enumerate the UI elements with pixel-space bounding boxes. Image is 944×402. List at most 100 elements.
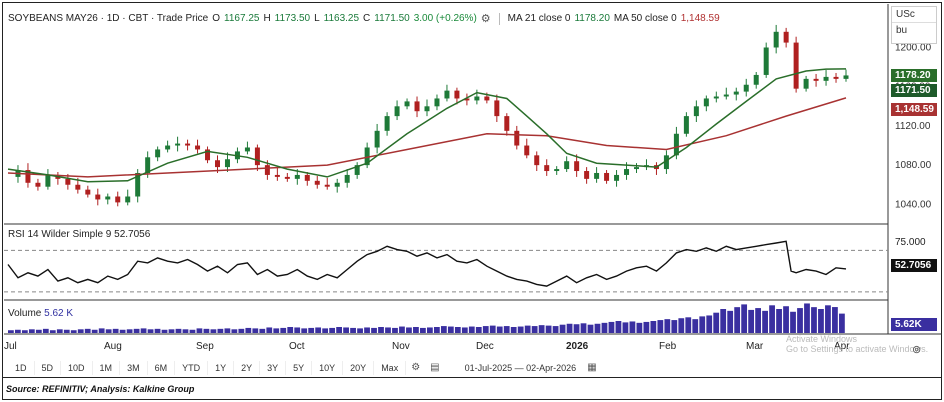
volume-bar (615, 321, 622, 333)
range-1y[interactable]: 1Y (208, 360, 235, 375)
ma21-label: MA 21 close 0 (507, 13, 571, 24)
volume-bar (559, 324, 566, 333)
volume-bar (392, 327, 398, 333)
volume-bar (294, 327, 301, 333)
volume-label-text: Volume (8, 308, 42, 319)
open-label: O (212, 13, 221, 24)
volume-bar (112, 328, 119, 333)
candle-body (743, 84, 749, 92)
calendar-icon[interactable]: ▦ (587, 362, 597, 373)
volume-bar (475, 327, 482, 333)
range-2y[interactable]: 2Y (234, 360, 261, 375)
candle-body (125, 196, 131, 203)
candle-body (414, 101, 420, 112)
candle-body (364, 147, 370, 166)
candle-body (763, 47, 769, 75)
volume-bar (182, 329, 189, 333)
unit-primary[interactable]: USc (892, 7, 936, 23)
volume-bar (769, 305, 775, 333)
watermark-line1: Activate Windows (786, 334, 858, 344)
volume-bar (531, 326, 538, 333)
volume-bar (685, 317, 692, 333)
volume-bar (63, 329, 70, 333)
volume-bar (217, 328, 224, 333)
candle-body (175, 143, 181, 146)
candle-body (434, 98, 440, 107)
range-5y[interactable]: 5Y (286, 360, 313, 375)
volume-bar (133, 328, 140, 333)
date-range[interactable]: 01-Jul-2025 — 02-Apr-2026 (464, 362, 577, 373)
save-icon[interactable]: ▤ (430, 362, 440, 373)
volume-bar (371, 327, 377, 333)
watermark-line2: Go to Settings to activate Windows. (786, 344, 929, 354)
range-10d[interactable]: 10D (61, 360, 93, 375)
candle-body (95, 194, 101, 200)
volume-bar (196, 328, 203, 333)
y-tick-label: 1120.00 (895, 121, 931, 132)
candle-body (713, 96, 719, 99)
range-1d[interactable]: 1D (8, 360, 35, 375)
candle-body (195, 145, 201, 150)
candle-body (803, 78, 809, 89)
volume-bar (713, 312, 720, 333)
range-20y[interactable]: 20Y (343, 360, 375, 375)
x-tick-label: Jul (4, 341, 17, 352)
volume-bar (720, 309, 727, 333)
range-1m[interactable]: 1M (93, 360, 121, 375)
range-max[interactable]: Max (374, 360, 407, 375)
volume-bar (315, 327, 322, 333)
volume-bar (231, 329, 238, 333)
unit-selector[interactable]: USc bu (891, 6, 937, 44)
source-footer: Source: REFINITIV; Analysis: Kalkine Gro… (2, 377, 942, 400)
volume-bar (91, 329, 98, 333)
volume-bar (357, 328, 363, 333)
range-6m[interactable]: 6M (148, 360, 176, 375)
volume-bar (762, 310, 768, 333)
unit-secondary[interactable]: bu (896, 25, 908, 36)
open-value: 1167.25 (224, 13, 260, 24)
range-5d[interactable]: 5D (35, 360, 62, 375)
volume-bar (650, 321, 657, 333)
candle-body (205, 149, 211, 161)
volume-bar (433, 327, 440, 333)
volume-bar (413, 327, 419, 333)
volume-bar (825, 305, 831, 333)
gear-icon[interactable]: ⚙ (480, 13, 491, 25)
volume-bar (350, 327, 356, 333)
candle-body (773, 31, 779, 48)
candle-body (703, 98, 709, 107)
x-tick-label: Aug (104, 341, 122, 352)
volume-bar (42, 328, 49, 333)
volume-bar (385, 327, 391, 333)
range-3m[interactable]: 3M (120, 360, 148, 375)
reset-icon[interactable]: ⊚ (912, 344, 922, 356)
volume-bar (224, 328, 231, 333)
candle-body (85, 189, 91, 195)
volume-bar (629, 321, 636, 333)
close-price-tag: 1171.50 (891, 84, 937, 97)
settings-icon[interactable]: ⚙ (411, 362, 421, 373)
volume-bar (741, 304, 748, 333)
candle-body (224, 159, 230, 168)
range-10y[interactable]: 10Y (312, 360, 344, 375)
low-label: L (314, 13, 320, 24)
x-tick-label: Apr (834, 341, 850, 352)
range-3y[interactable]: 3Y (260, 360, 287, 375)
candle-body (544, 165, 550, 172)
candle-body (274, 174, 280, 177)
volume-bar (468, 326, 475, 333)
candle-body (25, 170, 31, 183)
volume-bar (35, 329, 42, 333)
volume-bar (406, 327, 412, 333)
volume-bar (427, 327, 433, 333)
range-ytd[interactable]: YTD (175, 360, 209, 375)
ma21-line (7, 68, 847, 183)
ma50-label: MA 50 close 0 (613, 13, 677, 24)
candle-body (524, 145, 530, 156)
volume-bar (839, 313, 845, 333)
candle-body (394, 106, 400, 117)
volume-bar (552, 326, 559, 333)
candle-body (584, 171, 590, 179)
volume-bar (175, 328, 182, 333)
rsi-line (7, 240, 847, 287)
